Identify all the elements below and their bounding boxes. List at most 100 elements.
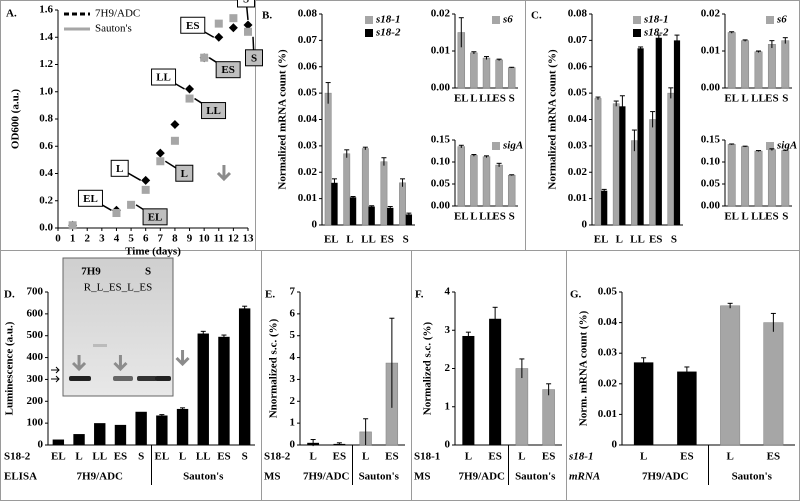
bar xyxy=(507,174,516,207)
y-tick-label: 0.07 xyxy=(298,34,318,46)
panel-letter: D. xyxy=(4,289,15,301)
y-tick-label: 0.02 xyxy=(568,166,588,178)
corner-label: MS xyxy=(264,471,281,483)
x-tick-label: L xyxy=(470,93,477,105)
gel-arrow xyxy=(51,366,60,374)
y-tick-label: 0.03 xyxy=(298,139,318,151)
y-tick-label: 0.2 xyxy=(39,194,53,206)
y-tick-label: 1 xyxy=(445,400,451,412)
legend-swatch xyxy=(633,16,641,24)
y-tick-label: 700 xyxy=(27,286,44,298)
bar xyxy=(324,92,332,226)
y-tick-label: 0 xyxy=(38,439,44,451)
x-tick-label: EL xyxy=(155,451,170,463)
x-tick-label: ES xyxy=(649,234,662,246)
x-tick-label: L xyxy=(741,93,748,105)
gel-band xyxy=(69,376,91,381)
x-tick-label: ES xyxy=(767,451,780,463)
y-tick-label: 0.00 xyxy=(701,82,721,94)
bar xyxy=(667,92,675,226)
y-tick-label: 0.04 xyxy=(298,113,318,125)
bar xyxy=(405,214,413,225)
marker xyxy=(170,136,179,145)
stage-label: S xyxy=(243,0,249,6)
legend-swatch xyxy=(492,142,500,150)
x-tick-label: EL xyxy=(324,234,339,246)
bar xyxy=(649,119,656,226)
stage-label: LL xyxy=(156,72,171,84)
stage-label: LL xyxy=(206,105,221,117)
x-tick-label: 1 xyxy=(70,233,76,245)
y-tick-label: 0.8 xyxy=(39,113,53,125)
y-tick-label: 3 xyxy=(290,373,296,385)
x-tick-label: S xyxy=(138,451,144,463)
bar xyxy=(781,40,790,89)
x-tick-label: L xyxy=(726,451,733,463)
y-tick-label: 0.03 xyxy=(598,347,618,359)
legend-label: sigA xyxy=(776,140,797,152)
y-tick-label: 0.01 xyxy=(598,408,617,420)
y-tick-label: 4 xyxy=(290,351,296,363)
corner-label: S18-1 xyxy=(414,451,440,463)
x-tick-label: 6 xyxy=(143,233,149,245)
x-tick-label: EL xyxy=(454,211,469,223)
gel-band xyxy=(155,376,171,381)
bar xyxy=(197,333,209,445)
legend-label: s6 xyxy=(776,14,787,26)
y-tick-label: 0.15 xyxy=(701,134,721,146)
y-tick-label: 0.06 xyxy=(568,60,588,72)
group-label: Sauton's xyxy=(359,471,400,483)
y-tick-label: 0.06 xyxy=(298,60,318,72)
corner-label: ELISA xyxy=(4,471,37,483)
bar xyxy=(238,308,251,445)
y-tick-label: 1.6 xyxy=(39,4,53,16)
legend-swatch xyxy=(365,29,373,37)
x-tick-label: L xyxy=(470,211,477,223)
bar xyxy=(633,362,654,445)
bar xyxy=(387,207,394,225)
marker xyxy=(156,157,165,166)
x-tick-label: L xyxy=(616,234,623,246)
corner-label: MS xyxy=(414,471,431,483)
bar xyxy=(637,48,644,225)
gel-inset xyxy=(62,257,174,397)
bar xyxy=(73,434,85,445)
y-tick-label: 0.00 xyxy=(431,82,451,94)
y-axis-title: Luminescence (a.u.) xyxy=(4,321,16,415)
marker xyxy=(127,200,136,209)
x-tick-label: S xyxy=(509,211,515,223)
y-tick-label: 0.02 xyxy=(298,166,318,178)
bar xyxy=(754,150,763,207)
legend-swatch xyxy=(766,142,774,150)
callout-box xyxy=(151,68,177,86)
bar xyxy=(727,32,736,89)
marker xyxy=(214,19,223,28)
y-axis-title: Normalized mRNA count (%) xyxy=(277,49,289,190)
bar xyxy=(542,389,555,446)
bar xyxy=(673,40,681,225)
x-tick-label: LL xyxy=(92,451,107,463)
bar xyxy=(727,144,736,207)
x-tick-label: ES xyxy=(492,93,505,105)
y-tick-label: 2 xyxy=(445,362,451,374)
y-tick-label: 0.10 xyxy=(701,156,721,168)
x-tick-label: 10 xyxy=(199,233,211,245)
y-tick-label: 2 xyxy=(290,395,296,407)
bar xyxy=(767,44,776,89)
y-tick-label: 0.04 xyxy=(598,316,618,328)
marker xyxy=(228,23,238,33)
y-tick-label: 0.02 xyxy=(431,8,451,20)
y-tick-label: 0.07 xyxy=(568,34,588,46)
bar xyxy=(368,206,375,225)
y-tick-label: 1.0 xyxy=(39,85,53,97)
y-tick-label: 300 xyxy=(27,373,44,385)
bar xyxy=(677,371,697,445)
bar xyxy=(470,155,478,207)
callout-box xyxy=(180,16,206,34)
bar xyxy=(655,37,662,225)
legend-label: Sauton's xyxy=(95,23,132,35)
stage-label: ES xyxy=(221,64,234,76)
y-tick-label: 1 xyxy=(290,417,296,429)
panel-letter: B. xyxy=(262,10,272,22)
